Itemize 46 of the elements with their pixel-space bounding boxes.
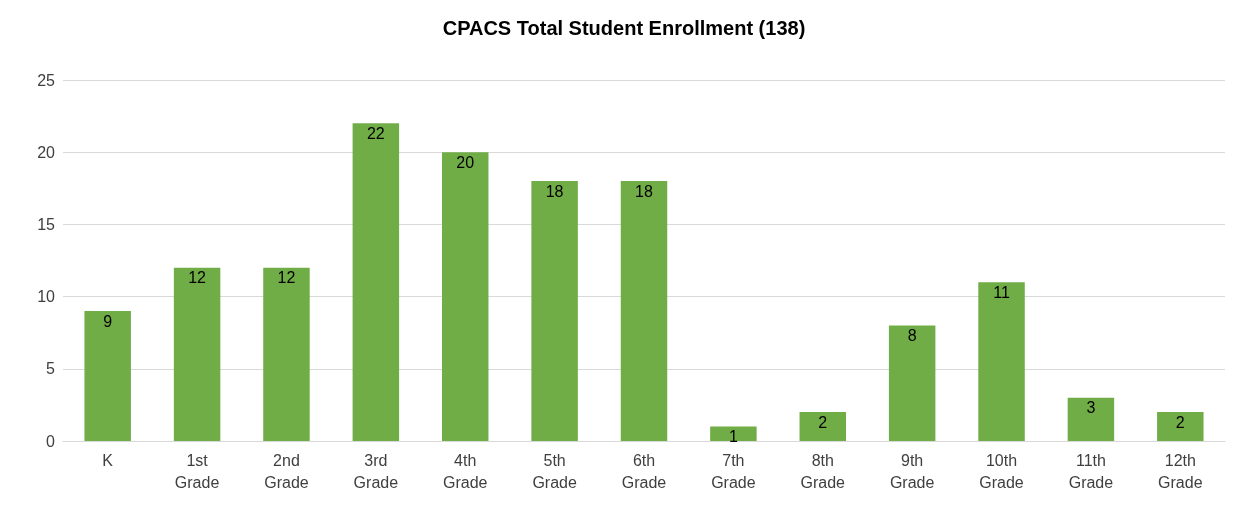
data-label: 12 xyxy=(188,269,207,287)
data-label: 11 xyxy=(993,283,1010,301)
x-tick-label: 1st Grade xyxy=(174,451,220,491)
bar xyxy=(1157,412,1204,441)
bar xyxy=(84,311,131,441)
x-tick-label: 2nd Grade xyxy=(264,451,309,491)
data-label: 2 xyxy=(1175,413,1185,431)
data-label: 8 xyxy=(907,326,917,344)
x-tick-label: K xyxy=(102,451,114,469)
x-tick-label: 11th Grade xyxy=(1068,451,1114,491)
bar xyxy=(263,267,310,441)
bar xyxy=(1067,397,1115,441)
data-label: 22 xyxy=(366,124,385,142)
x-tick-label: 6th Grade xyxy=(621,451,667,491)
x-tick-label: 3rd Grade xyxy=(353,451,399,491)
bar xyxy=(441,152,489,441)
data-label: 12 xyxy=(277,269,296,287)
bar xyxy=(173,267,221,441)
data-label: 18 xyxy=(635,182,653,200)
data-label: 18 xyxy=(545,182,564,200)
x-tick-label: 9th Grade xyxy=(889,451,935,491)
y-tick-label: 10 xyxy=(37,288,56,306)
bar xyxy=(620,181,668,441)
chart-title: CPACS Total Student Enrollment (138) xyxy=(442,17,806,39)
x-tick-label: 5th Grade xyxy=(532,451,577,491)
y-tick-label: 20 xyxy=(37,143,56,161)
x-tick-label: 8th Grade xyxy=(800,451,846,491)
bar xyxy=(352,123,400,441)
y-tick-label: 5 xyxy=(46,360,56,378)
y-tick-label: 25 xyxy=(37,71,56,89)
data-label: 2 xyxy=(818,413,828,431)
data-label: 9 xyxy=(103,312,113,330)
x-tick-label: 7th Grade xyxy=(711,451,756,491)
bar xyxy=(799,412,847,441)
bar xyxy=(531,181,578,441)
y-tick-label: 15 xyxy=(37,215,56,233)
x-tick-label: 10th Grade xyxy=(979,451,1024,491)
data-label: 1 xyxy=(728,428,738,446)
bar xyxy=(978,282,1025,441)
data-label: 3 xyxy=(1086,399,1096,417)
y-tick-label: 0 xyxy=(46,432,56,450)
bar xyxy=(888,325,936,441)
data-label: 20 xyxy=(456,153,475,171)
bar xyxy=(710,426,757,441)
x-tick-label: 12th Grade xyxy=(1158,451,1203,491)
x-tick-label: 4th Grade xyxy=(443,451,488,491)
